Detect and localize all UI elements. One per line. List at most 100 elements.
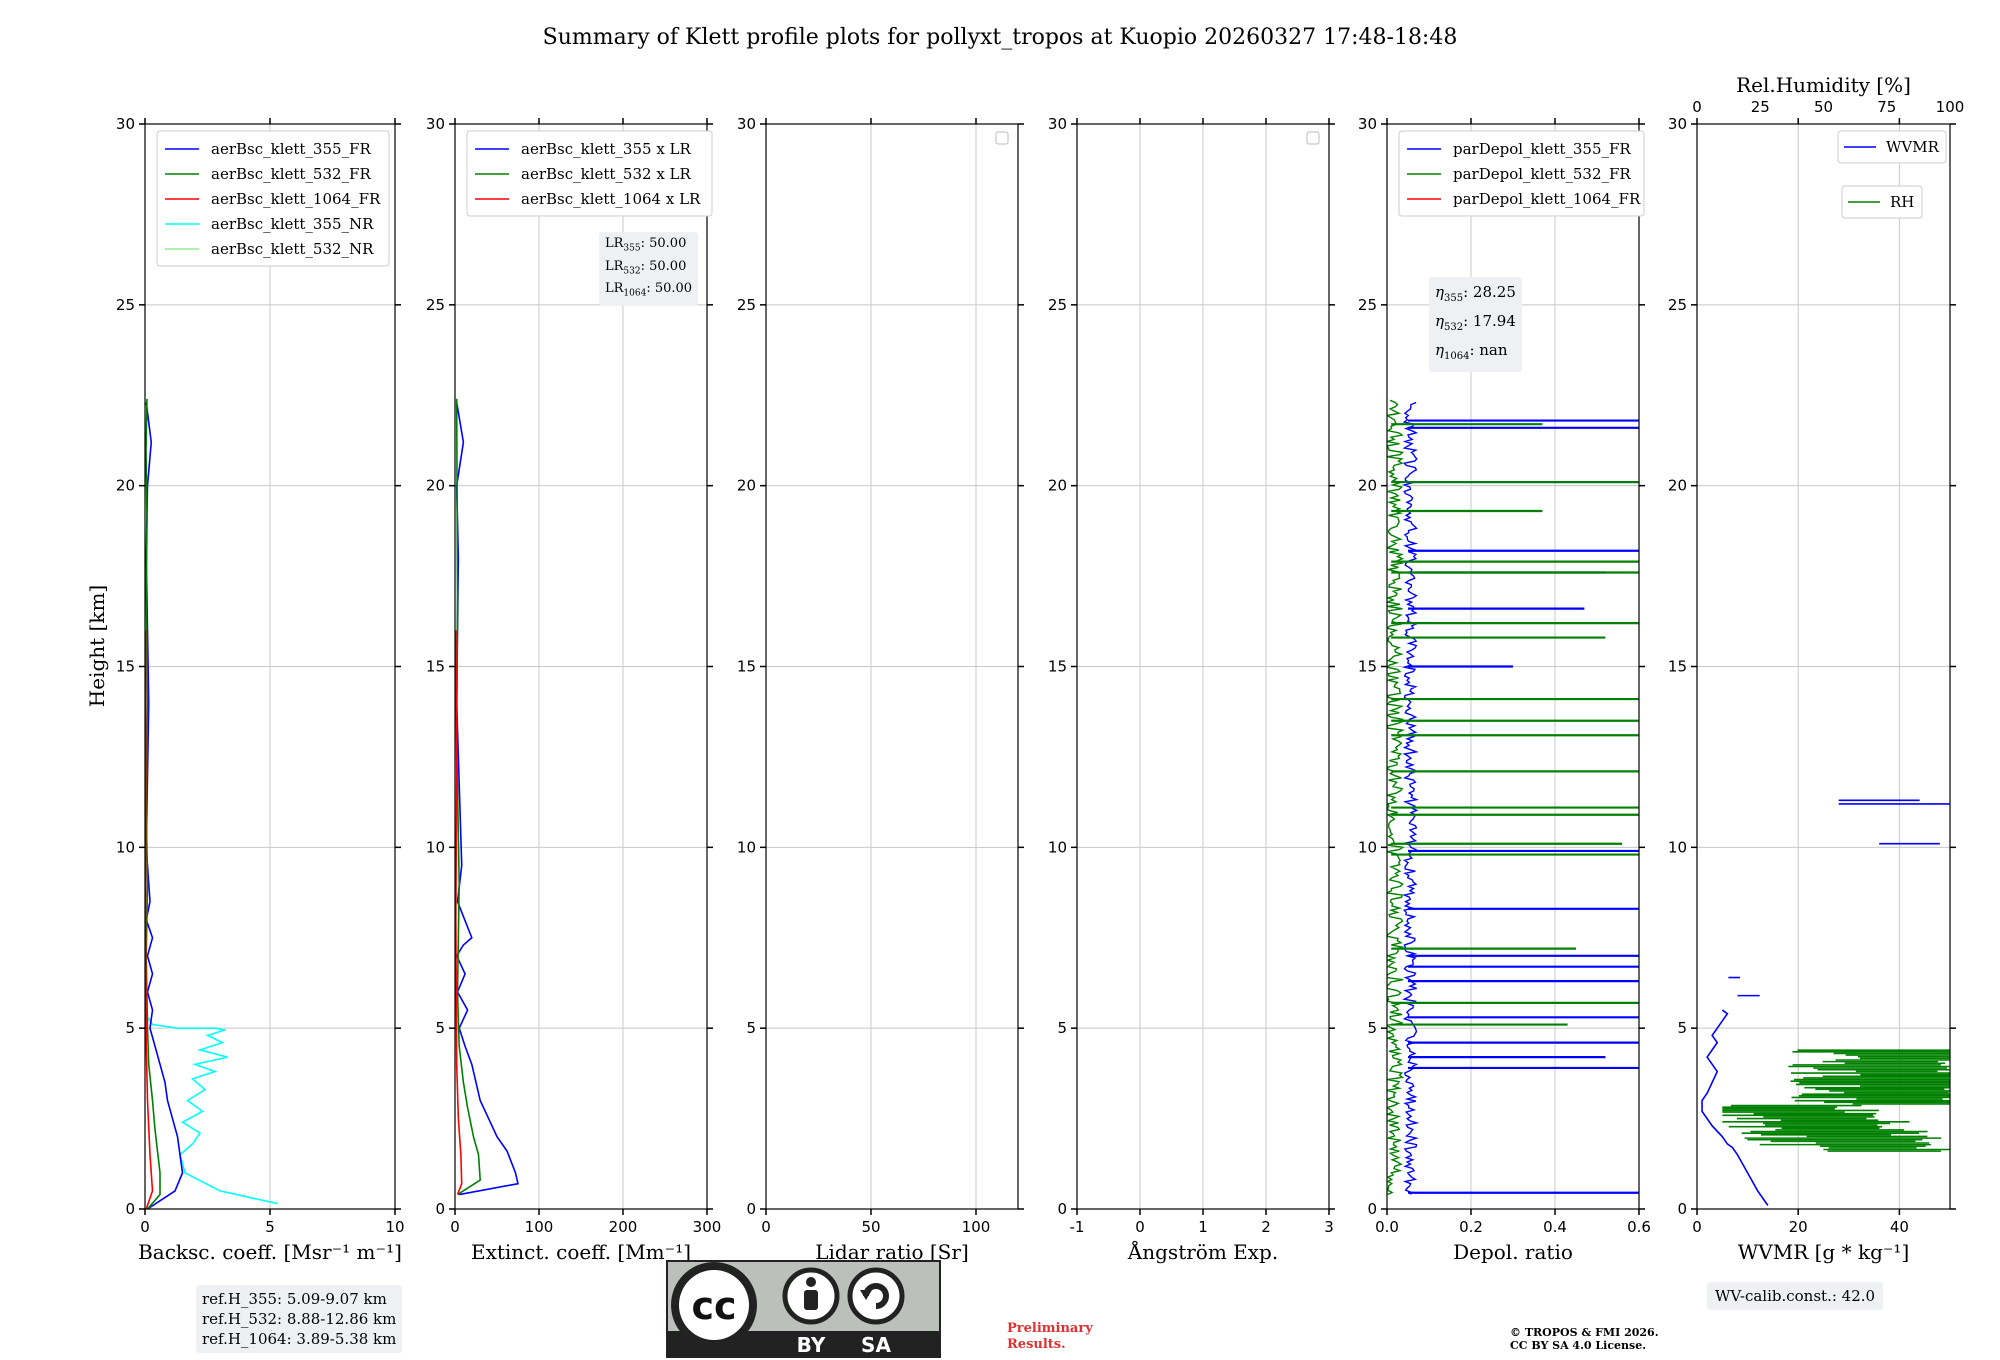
sa-icon bbox=[847, 1267, 905, 1325]
ytick-label: 15 bbox=[426, 658, 445, 676]
ytick-label: 30 bbox=[737, 115, 756, 133]
series-aerBsc_klett_532_FR bbox=[145, 398, 161, 1209]
legend-box bbox=[466, 130, 713, 217]
ytick-label: 0 bbox=[125, 1200, 135, 1218]
ytick-label: 20 bbox=[116, 477, 135, 495]
series-group bbox=[455, 398, 519, 1196]
top-xaxis-label: Rel.Humidity [%] bbox=[1736, 73, 1911, 97]
ytick-label: 25 bbox=[1358, 296, 1377, 314]
xtick-label: 0.6 bbox=[1627, 1218, 1651, 1236]
ytick-label: 15 bbox=[116, 658, 135, 676]
series-group bbox=[145, 398, 278, 1209]
wv-calib-text: WV-calib.const.: 42.0 bbox=[1715, 1287, 1876, 1305]
top-xtick-label: 25 bbox=[1751, 98, 1770, 116]
ref-height-355: ref.H_355: 5.09-9.07 km bbox=[202, 1290, 387, 1308]
empty-legend bbox=[995, 131, 1009, 145]
eta-355: η355: 28.25 bbox=[1435, 283, 1516, 304]
xtick-label: 50 bbox=[861, 1218, 880, 1236]
series-aerBsc_klett_355 x LR bbox=[455, 402, 519, 1196]
copyright-line-2: CC BY SA 4.0 License. bbox=[1510, 1339, 1646, 1352]
ref-height-532: ref.H_532: 8.88-12.86 km bbox=[202, 1310, 397, 1328]
legend-entry: aerBsc_klett_1064_FR bbox=[211, 190, 381, 208]
ytick-label: 0 bbox=[1057, 1200, 1067, 1218]
ytick-label: 25 bbox=[1048, 296, 1067, 314]
xtick-label: 0.0 bbox=[1375, 1218, 1399, 1236]
ytick-label: 30 bbox=[1048, 115, 1067, 133]
legend-entry: WVMR bbox=[1886, 138, 1940, 156]
xtick-label: 0 bbox=[140, 1218, 150, 1236]
empty-legend bbox=[1306, 131, 1320, 145]
legend-entry: aerBsc_klett_355_FR bbox=[211, 140, 371, 158]
ytick-label: 10 bbox=[116, 838, 135, 856]
legend-entry: aerBsc_klett_532_NR bbox=[211, 240, 374, 258]
lidar-ratio-box: LR355: 50.00 LR532: 50.00 LR1064: 50.00 bbox=[599, 232, 699, 306]
ytick-label: 25 bbox=[426, 296, 445, 314]
ytick-label: 25 bbox=[1668, 296, 1687, 314]
ytick-label: 20 bbox=[1668, 477, 1687, 495]
series-parDepol_klett_532_FR bbox=[1387, 399, 1406, 1196]
ytick-label: 25 bbox=[737, 296, 756, 314]
top-xtick-label: 75 bbox=[1877, 98, 1896, 116]
xtick-label: 3 bbox=[1324, 1218, 1334, 1236]
xtick-label: 300 bbox=[693, 1218, 722, 1236]
legend-entry: RH bbox=[1890, 193, 1914, 211]
series-aerBsc_klett_1064 x LR bbox=[455, 630, 463, 1195]
by-label: BY bbox=[797, 1333, 826, 1357]
sa-label: SA bbox=[861, 1333, 891, 1357]
panel-wv: 0 5 10 15 20 25 30 0 20 40 WVMR [g * kg⁻¹] 0 25 50 75 1… bbox=[1668, 73, 1964, 1264]
top-xtick-label: 0 bbox=[1692, 98, 1702, 116]
legend-box bbox=[1837, 130, 1947, 164]
xtick-label: 5 bbox=[265, 1218, 275, 1236]
xaxis-label: WVMR [g * kg⁻¹] bbox=[1738, 1240, 1910, 1264]
xtick-label: 0 bbox=[1135, 1218, 1145, 1236]
series-group bbox=[1701, 799, 1950, 1206]
series-aerBsc_klett_355_NR bbox=[146, 1016, 278, 1205]
legend-box bbox=[1398, 130, 1645, 217]
legend-entry: aerBsc_klett_355 x LR bbox=[521, 140, 692, 158]
y-axis-label: Height [km] bbox=[85, 585, 109, 707]
ytick-label: 30 bbox=[1668, 115, 1687, 133]
xtick-label: 2 bbox=[1261, 1218, 1271, 1236]
xaxis-label: Ångström Exp. bbox=[1127, 1239, 1278, 1264]
figure-title: Summary of Klett profile plots for polly… bbox=[543, 25, 1458, 50]
lr-1064: LR1064: 50.00 bbox=[605, 281, 693, 299]
eta-532: η532: 17.94 bbox=[1435, 312, 1516, 333]
top-xtick-label: 50 bbox=[1814, 98, 1833, 116]
legend-entry: aerBsc_klett_1064 x LR bbox=[521, 190, 701, 208]
ref-height-1064: ref.H_1064: 3.89-5.38 km bbox=[202, 1330, 397, 1348]
ytick-label: 30 bbox=[426, 115, 445, 133]
panel-depol: 0 5 10 15 20 25 30 0.0 0.2 0.4 0.6 Depol. ratio parD… bbox=[1358, 115, 1651, 1264]
cc-license-badge[interactable]: cc BY SA bbox=[666, 1260, 941, 1358]
ytick-label: 10 bbox=[1048, 838, 1067, 856]
series-group bbox=[1387, 399, 1639, 1196]
eta-1064: η1064: nan bbox=[1435, 341, 1508, 362]
ytick-label: 5 bbox=[746, 1019, 756, 1037]
xtick-label: 0 bbox=[761, 1218, 771, 1236]
ytick-label: 15 bbox=[1668, 658, 1687, 676]
xtick-label: 0.4 bbox=[1543, 1218, 1567, 1236]
xtick-label: 0 bbox=[450, 1218, 460, 1236]
xtick-label: 100 bbox=[962, 1218, 991, 1236]
ytick-label: 5 bbox=[125, 1019, 135, 1037]
legend-entry: aerBsc_klett_355_NR bbox=[211, 215, 374, 233]
xaxis-label: Extinct. coeff. [Mm⁻¹] bbox=[471, 1240, 691, 1264]
legend-entry: aerBsc_klett_532_FR bbox=[211, 165, 371, 183]
ytick-label: 5 bbox=[1367, 1019, 1377, 1037]
preliminary-text-2: Results. bbox=[1007, 1337, 1066, 1352]
legend-entry: parDepol_klett_532_FR bbox=[1453, 165, 1631, 183]
ytick-label: 30 bbox=[1358, 115, 1377, 133]
legend-box bbox=[1841, 185, 1923, 219]
ytick-label: 30 bbox=[116, 115, 135, 133]
xtick-label: 200 bbox=[609, 1218, 638, 1236]
series-parDepol_klett_355_FR bbox=[1401, 401, 1420, 1195]
ytick-label: 20 bbox=[426, 477, 445, 495]
xtick-label: -1 bbox=[1070, 1218, 1085, 1236]
lr-355: LR355: 50.00 bbox=[605, 236, 687, 254]
series-aerBsc_klett_1064_FR bbox=[145, 630, 154, 1209]
ytick-label: 10 bbox=[1358, 838, 1377, 856]
xtick-label: 0.2 bbox=[1459, 1218, 1483, 1236]
